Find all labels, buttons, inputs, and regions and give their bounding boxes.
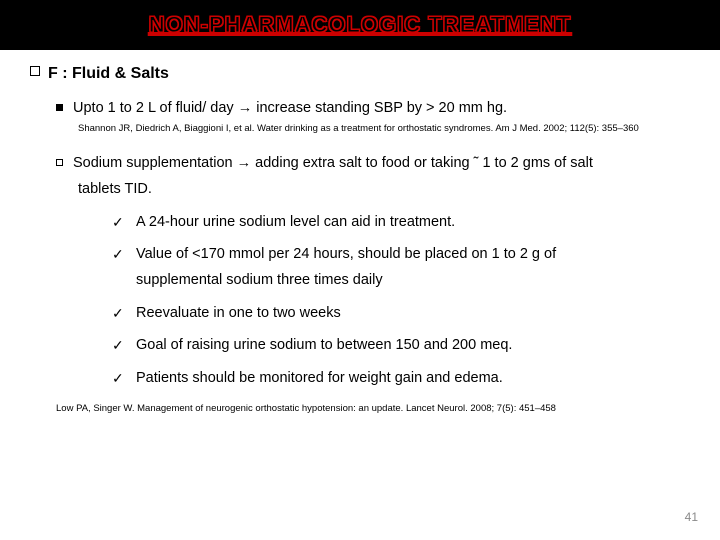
fluid-bullet: Upto 1 to 2 L of fluid/ day → increase s… bbox=[30, 97, 690, 119]
check-2a-text: Value of <170 mmol per 24 hours, should … bbox=[136, 243, 556, 265]
check-2b-text: supplemental sodium three times daily bbox=[136, 269, 383, 291]
check-item-1: ✓ A 24-hour urine sodium level can aid i… bbox=[30, 211, 690, 233]
checkmark-icon: ✓ bbox=[112, 369, 126, 389]
citation-2: Low PA, Singer W. Management of neurogen… bbox=[30, 403, 690, 415]
checkmark-icon: ✓ bbox=[112, 304, 126, 324]
check-5-text: Patients should be monitored for weight … bbox=[136, 367, 503, 389]
check-1-text: A 24-hour urine sodium level can aid in … bbox=[136, 211, 455, 233]
citation-2-text: Low PA, Singer W. Management of neurogen… bbox=[56, 403, 556, 415]
checkmark-icon: ✓ bbox=[112, 336, 126, 356]
content-area: F : Fluid & Salts Upto 1 to 2 L of fluid… bbox=[0, 50, 720, 416]
check-item-2-cont: supplemental sodium three times daily bbox=[30, 269, 690, 291]
page-number: 41 bbox=[685, 510, 698, 524]
check-4-text: Goal of raising urine sodium to between … bbox=[136, 334, 512, 356]
check-item-3: ✓ Reevaluate in one to two weeks bbox=[30, 302, 690, 324]
filled-square-bullet-icon bbox=[56, 104, 63, 111]
checkmark-icon: ✓ bbox=[112, 213, 126, 233]
hollow-square-bullet-icon bbox=[30, 66, 40, 76]
checkmark-icon: ✓ bbox=[112, 245, 126, 265]
outline-square-bullet-icon bbox=[56, 159, 63, 166]
heading-line: F : Fluid & Salts bbox=[30, 62, 690, 87]
sodium-text-a: Sodium supplementation → adding extra sa… bbox=[73, 152, 593, 174]
check-item-4: ✓ Goal of raising urine sodium to betwee… bbox=[30, 334, 690, 356]
citation-1-text: Shannon JR, Diedrich A, Biaggioni I, et … bbox=[78, 123, 639, 135]
check-item-5: ✓ Patients should be monitored for weigh… bbox=[30, 367, 690, 389]
sodium-bullet: Sodium supplementation → adding extra sa… bbox=[30, 152, 690, 174]
fluid-text: Upto 1 to 2 L of fluid/ day → increase s… bbox=[73, 97, 507, 119]
citation-1: Shannon JR, Diedrich A, Biaggioni I, et … bbox=[30, 123, 690, 135]
sodium-text-b: tablets TID. bbox=[78, 178, 152, 200]
title-bar: NON-PHARMACOLOGIC TREATMENT bbox=[0, 0, 720, 50]
check-item-2: ✓ Value of <170 mmol per 24 hours, shoul… bbox=[30, 243, 690, 265]
slide-title: NON-PHARMACOLOGIC TREATMENT bbox=[149, 12, 572, 38]
check-3-text: Reevaluate in one to two weeks bbox=[136, 302, 341, 324]
heading-text: F : Fluid & Salts bbox=[48, 62, 169, 87]
sodium-bullet-cont: tablets TID. bbox=[30, 178, 690, 200]
